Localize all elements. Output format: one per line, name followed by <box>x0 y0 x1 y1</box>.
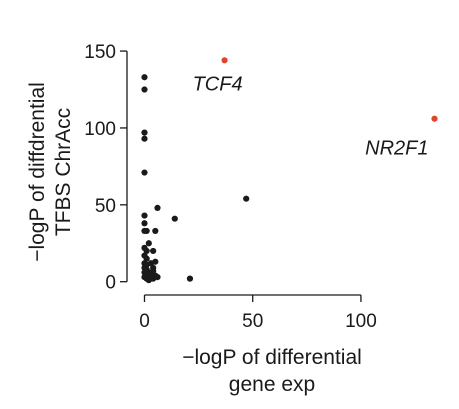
data-point <box>150 247 157 255</box>
data-point <box>141 220 148 227</box>
y-tick-label: 50 <box>95 196 116 217</box>
data-points <box>141 57 438 284</box>
y-tick-label: 100 <box>84 119 116 140</box>
data-point <box>143 247 150 255</box>
highlighted-point <box>221 57 228 64</box>
data-point <box>141 86 148 93</box>
data-point <box>143 255 150 262</box>
data-point <box>154 204 161 211</box>
data-point <box>141 169 148 176</box>
data-point <box>171 215 178 222</box>
y-tick-label: 0 <box>105 273 116 294</box>
data-point <box>141 129 148 136</box>
data-point <box>143 227 150 235</box>
point-label-tcf4: TCF4 <box>193 73 243 95</box>
x-axis-title-line2: gene exp <box>229 373 315 396</box>
data-point <box>152 258 159 265</box>
data-point <box>150 267 157 275</box>
point-label-nr2f1: NR2F1 <box>365 138 428 160</box>
y-tick-label: 150 <box>84 42 116 63</box>
data-point <box>141 135 148 142</box>
data-point <box>243 195 250 202</box>
highlighted-point <box>431 115 438 122</box>
x-tick-label: 50 <box>242 311 263 332</box>
x-axis-title-line1: −logP of differential <box>182 346 362 369</box>
y-axis-title-line2: TFBS ChrAcc <box>52 108 75 236</box>
x-tick-label: 0 <box>139 311 150 332</box>
data-point <box>154 273 161 281</box>
data-point <box>186 275 194 282</box>
data-point <box>141 212 148 219</box>
y-axis-title-line1: −logP of diffdrential <box>26 82 49 262</box>
data-point <box>152 227 159 235</box>
y-axis: 0 50 100 150 <box>84 42 128 294</box>
point-annotations: TCF4 NR2F1 <box>193 73 429 159</box>
x-axis: 0 50 100 <box>139 294 377 332</box>
data-point <box>141 74 148 81</box>
data-point <box>145 240 152 247</box>
x-tick-label: 100 <box>345 311 377 332</box>
